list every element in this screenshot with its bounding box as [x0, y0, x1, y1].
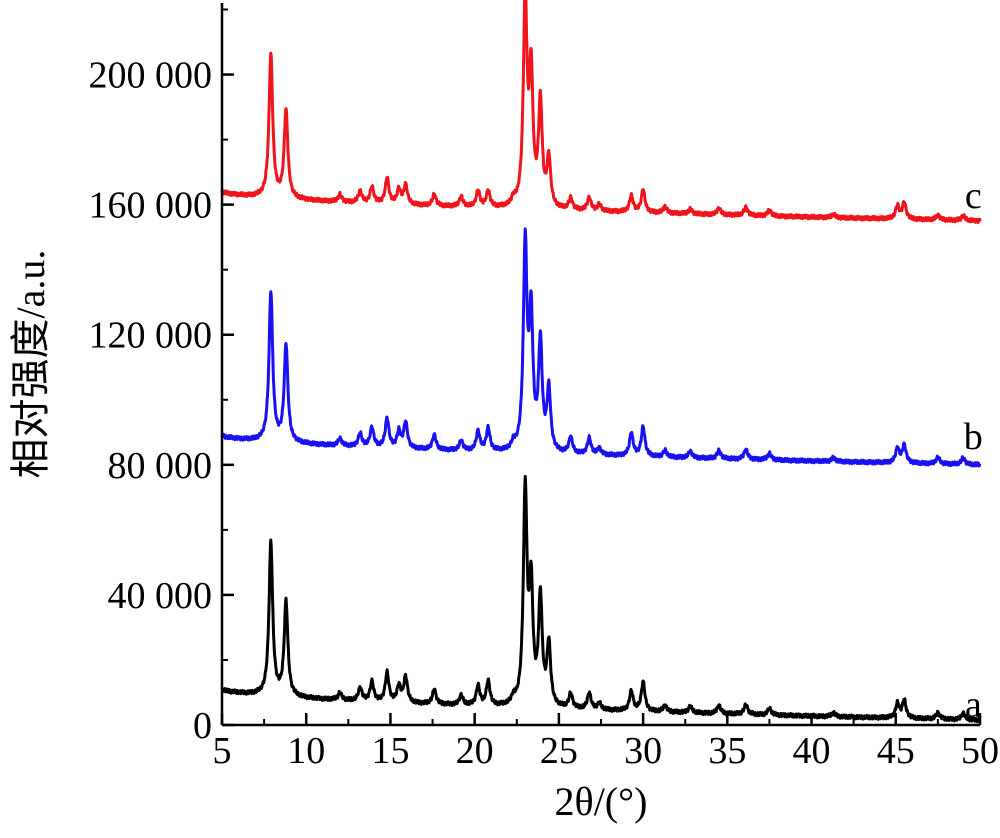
x-tick-label-40: 40 [793, 730, 831, 772]
x-tick-label-50: 50 [961, 730, 999, 772]
x-axis-title: 2θ/(°) [555, 779, 648, 824]
series-label-b: b [964, 416, 983, 458]
series-line-a [220, 474, 982, 724]
x-tick-label-45: 45 [877, 730, 915, 772]
x-tick-label-20: 20 [456, 730, 494, 772]
x-tick-label-5: 5 [213, 730, 232, 772]
series-line-c [220, 0, 982, 224]
y-axis-title: 相对强度/a.u. [8, 250, 53, 479]
y-tick-label-80000: 80 000 [108, 445, 213, 487]
y-tick-label-160000: 160 000 [89, 185, 213, 227]
y-tick-label-200000: 200 000 [89, 55, 213, 97]
series-layer [220, 0, 982, 724]
y-tick-label-120000: 120 000 [89, 315, 213, 357]
x-tick-label-25: 25 [540, 730, 578, 772]
tick-layer: 5 10 15 20 25 30 35 40 45 50 0 40 000 80 000 120 000 1… [89, 8, 999, 772]
y-tick-label-40000: 40 000 [108, 575, 213, 617]
x-tick-label-35: 35 [708, 730, 746, 772]
series-line-b [220, 227, 982, 468]
x-tick-label-15: 15 [371, 730, 409, 772]
series-label-c: c [965, 175, 982, 217]
y-tick-label-0: 0 [193, 705, 212, 747]
x-tick-label-10: 10 [287, 730, 325, 772]
label-layer: a b c [964, 175, 983, 726]
series-label-a: a [965, 684, 982, 726]
x-tick-label-30: 30 [624, 730, 662, 772]
axes-layer [220, 3, 980, 727]
